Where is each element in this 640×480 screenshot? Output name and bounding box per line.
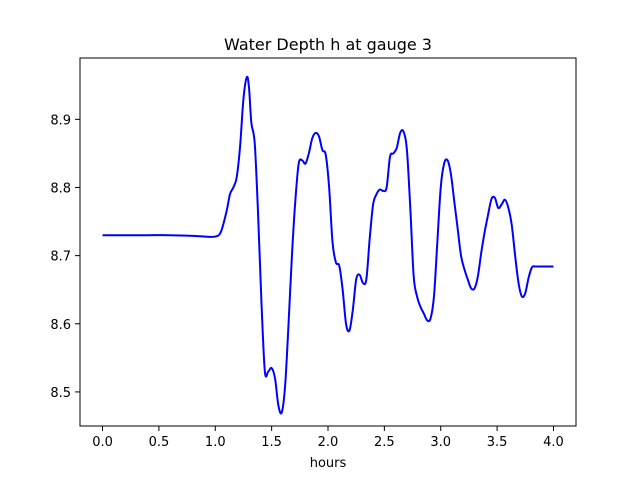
x-tick-label: 3.5 xyxy=(487,435,508,450)
x-tick-label: 2.5 xyxy=(374,435,395,450)
plot-area xyxy=(102,75,554,415)
chart-title: Water Depth h at gauge 3 xyxy=(224,35,432,54)
x-tick-label: 1.5 xyxy=(261,435,282,450)
y-tick-label: 8.6 xyxy=(50,318,71,333)
plot-frame xyxy=(79,57,577,427)
x-tick-label: 0.5 xyxy=(149,435,170,450)
x-tick-label: 0.0 xyxy=(92,435,113,450)
y-tick-label: 8.5 xyxy=(50,386,71,401)
y-tick-label: 8.9 xyxy=(50,113,71,128)
y-tick-label: 8.7 xyxy=(50,250,71,265)
x-axis-label: hours xyxy=(310,456,347,471)
x-tick-label: 4.0 xyxy=(543,435,564,450)
x-tick-label: 2.0 xyxy=(318,435,339,450)
x-tick-label: 1.0 xyxy=(205,435,226,450)
y-tick-label: 8.8 xyxy=(50,181,71,196)
y-axis-ticks: 8.5 8.6 8.7 8.8 8.9 xyxy=(50,113,80,401)
x-axis-ticks: 0.0 0.5 1.0 1.5 2.0 2.5 3.0 3.5 4.0 xyxy=(92,426,564,450)
x-tick-label: 3.0 xyxy=(430,435,451,450)
series-line-0 xyxy=(102,75,554,415)
